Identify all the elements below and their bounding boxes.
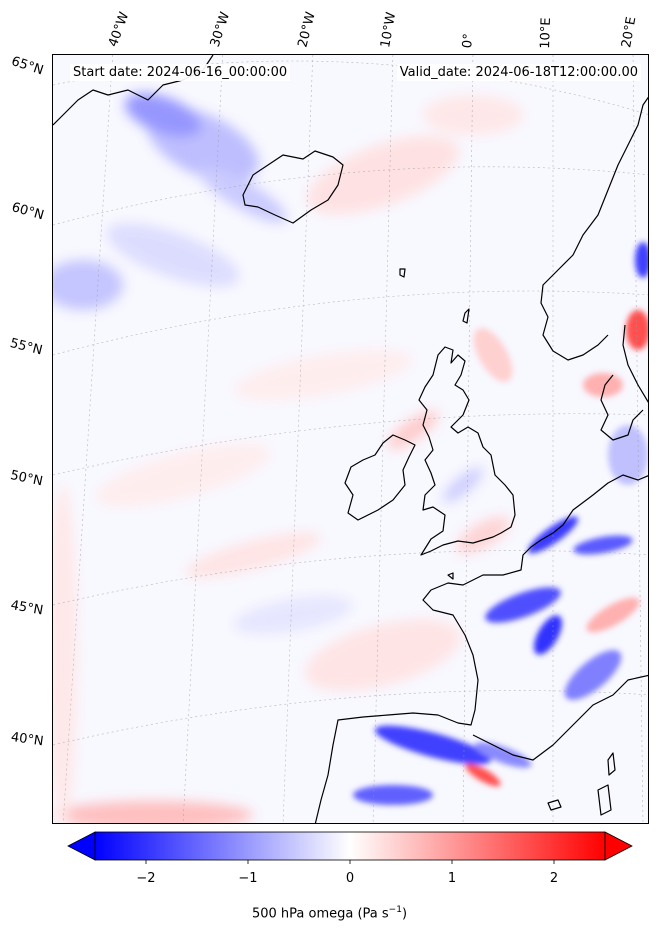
graticule bbox=[53, 55, 648, 823]
latitude-label-50n: 50°N bbox=[8, 468, 45, 490]
colorbar-tick-label: 2 bbox=[549, 871, 559, 886]
coastlines bbox=[53, 55, 648, 823]
continent-coast bbox=[314, 474, 648, 823]
iceland-coast bbox=[242, 150, 344, 224]
shetland-coast bbox=[462, 308, 470, 324]
latitude-label-60n: 60°N bbox=[9, 200, 46, 224]
colorbar-tick-label: 0 bbox=[345, 871, 355, 886]
britain-coast bbox=[418, 346, 516, 556]
sardinia-coast bbox=[597, 784, 612, 816]
colorbar-body bbox=[94, 831, 606, 861]
balearic-coast bbox=[547, 799, 562, 811]
norway-coast bbox=[540, 96, 648, 361]
colorbar-tick-label: −1 bbox=[238, 871, 258, 886]
colorbar bbox=[67, 831, 633, 864]
colorbar-extend-min bbox=[67, 831, 96, 861]
denmark-coast bbox=[600, 374, 644, 441]
longitude-label-20w: 20°W bbox=[295, 10, 319, 49]
map-panel bbox=[52, 54, 649, 824]
longitude-label-10w: 10°W bbox=[378, 11, 400, 50]
omega-field-map bbox=[53, 55, 648, 823]
faroe-coast bbox=[399, 268, 406, 278]
colorbar-extend-max bbox=[604, 831, 633, 861]
longitude-label-0: 0° bbox=[460, 32, 477, 49]
ireland-coast bbox=[344, 434, 416, 521]
latitude-label-65n: 65°N bbox=[9, 54, 46, 79]
longitude-label-20e: 20°E bbox=[619, 15, 640, 49]
colorbar-tick-label: −2 bbox=[136, 871, 156, 886]
mediterranean-coast bbox=[472, 674, 648, 761]
colorbar-ticks bbox=[145, 860, 555, 864]
longitude-label-40w: 40°W bbox=[105, 10, 133, 49]
longitude-label-30w: 30°W bbox=[207, 10, 234, 49]
colorbar-label: 500 hPa omega (Pa s−1) bbox=[251, 905, 408, 922]
latitude-label-40n: 40°N bbox=[9, 730, 45, 750]
start-date-label: Start date: 2024-06-16_00:00:00 bbox=[70, 64, 291, 81]
small-island bbox=[447, 572, 454, 580]
corsica-coast bbox=[607, 752, 616, 776]
baltic-coast bbox=[622, 324, 648, 403]
latitude-label-45n: 45°N bbox=[9, 598, 45, 619]
longitude-label-10e: 10°E bbox=[538, 17, 555, 49]
latitude-label-55n: 55°N bbox=[8, 336, 44, 359]
colorbar-tick-label: 1 bbox=[447, 871, 457, 886]
omega-field bbox=[53, 55, 648, 823]
valid-date-label: Valid_date: 2024-06-18T12:00:00.00 bbox=[396, 64, 641, 81]
